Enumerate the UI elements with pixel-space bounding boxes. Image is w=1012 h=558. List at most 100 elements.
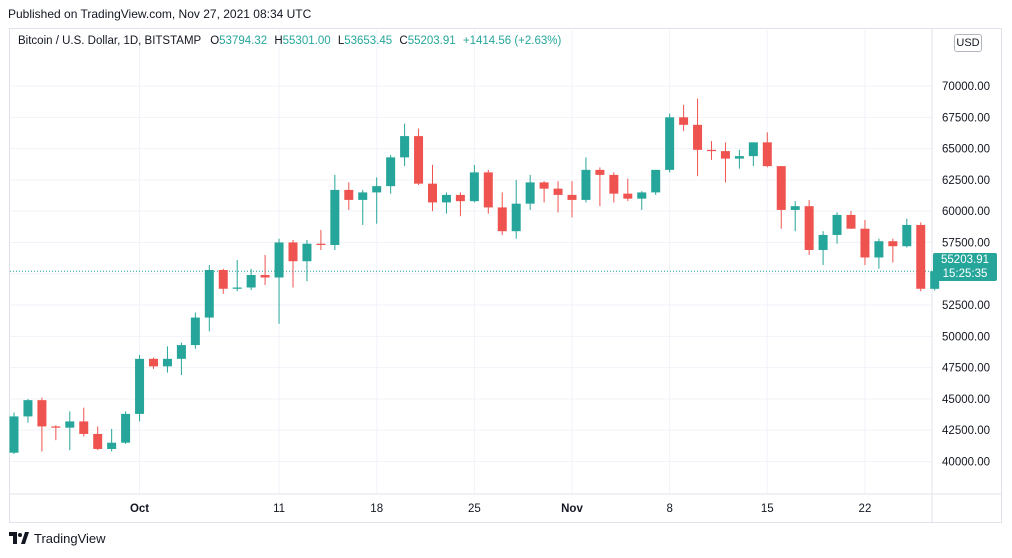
low-value: 53653.45 xyxy=(344,35,393,47)
candle-body xyxy=(804,206,814,250)
candle-body xyxy=(790,206,800,210)
candle-body xyxy=(483,172,493,208)
candle-body xyxy=(260,275,270,278)
high-label: H xyxy=(274,35,283,47)
candle-body xyxy=(302,243,312,262)
candle-body xyxy=(65,421,75,428)
candle-body xyxy=(693,124,703,150)
candle-body xyxy=(651,169,661,193)
x-tick-label: 18 xyxy=(370,503,383,515)
candle-body xyxy=(218,269,228,289)
candle-body xyxy=(316,243,326,245)
candle-body xyxy=(567,194,577,200)
candle-body xyxy=(149,358,158,367)
candle-body xyxy=(637,192,647,199)
candle-body xyxy=(107,442,117,449)
y-tick-label: 70000.00 xyxy=(942,81,990,93)
y-tick-label: 67500.00 xyxy=(942,112,990,124)
candle-body xyxy=(888,241,898,247)
candle-body xyxy=(190,317,200,346)
brand-name: TradingView xyxy=(34,531,106,546)
change-value: +1414.56 (+2.63%) xyxy=(462,35,562,47)
candle-body xyxy=(665,117,675,170)
y-tick-label: 57500.00 xyxy=(942,237,990,249)
low-label: L xyxy=(337,35,345,47)
candle-body xyxy=(609,174,619,194)
candle-body xyxy=(455,194,465,202)
candle-body xyxy=(400,136,410,158)
candle-body xyxy=(204,269,214,318)
candle-body xyxy=(441,194,451,203)
x-tick-label: 11 xyxy=(273,503,285,515)
candle-body xyxy=(232,287,242,289)
candle-body xyxy=(874,241,884,258)
candle-body xyxy=(525,182,535,204)
candle-body xyxy=(707,149,716,152)
y-tick-label: 52500.00 xyxy=(942,300,990,312)
candle-body xyxy=(176,345,186,359)
y-tick-label: 60000.00 xyxy=(942,206,990,218)
candle-body xyxy=(79,421,89,434)
candle-body xyxy=(762,142,772,167)
last-price-value: 55203.91 xyxy=(941,254,989,266)
candle-body xyxy=(623,193,633,199)
chart-frame xyxy=(9,28,1002,523)
x-tick-label: 22 xyxy=(859,503,872,515)
y-tick-label: 45000.00 xyxy=(942,394,990,406)
candle-body xyxy=(330,189,340,245)
candle-body xyxy=(414,136,424,184)
candle-body xyxy=(9,416,19,453)
candle-body xyxy=(902,224,912,247)
candle-body xyxy=(846,214,856,229)
candle-body xyxy=(581,169,591,200)
candle-body xyxy=(344,189,354,200)
y-tick-label: 42500.00 xyxy=(942,425,990,437)
candle-body xyxy=(539,182,549,189)
candle-body xyxy=(748,142,758,157)
y-tick-label: 47500.00 xyxy=(942,363,990,375)
candle-body xyxy=(720,151,730,159)
y-tick-label: 40000.00 xyxy=(942,456,990,468)
candle-body xyxy=(288,242,298,262)
candle-body xyxy=(386,157,396,187)
candle-body xyxy=(135,358,145,414)
candle-body xyxy=(93,433,103,449)
x-tick-label: 8 xyxy=(666,503,672,515)
close-value: 55203.91 xyxy=(407,35,456,47)
candle-body xyxy=(372,186,382,193)
candle-body xyxy=(776,166,786,210)
candle-body xyxy=(734,156,744,159)
candle-body xyxy=(274,242,284,278)
candle-body xyxy=(162,358,172,367)
published-caption: Published on TradingView.com, Nov 27, 20… xyxy=(8,7,312,21)
currency-badge[interactable]: USD xyxy=(954,34,982,52)
close-label: C xyxy=(399,35,408,47)
candle-body xyxy=(553,188,563,195)
y-tick-label: 62500.00 xyxy=(942,175,990,187)
candle-body xyxy=(428,183,437,203)
candle-body xyxy=(121,413,131,443)
x-tick-label: Nov xyxy=(561,503,583,515)
symbol-label: Bitcoin / U.S. Dollar, 1D, BITSTAMP xyxy=(18,35,201,47)
candle-body xyxy=(818,234,828,250)
x-tick-label: 15 xyxy=(761,503,774,515)
tradingview-icon xyxy=(9,531,29,544)
ohlc-legend: Bitcoin / U.S. Dollar, 1D, BITSTAMP O537… xyxy=(18,35,561,47)
y-tick-label: 50000.00 xyxy=(942,331,990,343)
y-tick-label: 65000.00 xyxy=(942,144,990,156)
candle-body xyxy=(860,228,870,258)
bar-countdown: 15:25:35 xyxy=(942,268,988,280)
candle-body xyxy=(469,172,479,202)
last-price-tag: 55203.91 15:25:35 xyxy=(933,253,997,281)
open-value: 53794.32 xyxy=(219,35,268,47)
candle-body xyxy=(595,169,605,175)
candle-body xyxy=(679,117,689,125)
tradingview-logo[interactable]: TradingView xyxy=(9,531,106,546)
high-value: 55301.00 xyxy=(282,35,331,47)
candle-body xyxy=(497,207,507,232)
candle-body xyxy=(51,426,61,428)
x-tick-label: Oct xyxy=(130,503,149,515)
candle-body xyxy=(37,400,47,427)
candle-body xyxy=(511,203,521,232)
